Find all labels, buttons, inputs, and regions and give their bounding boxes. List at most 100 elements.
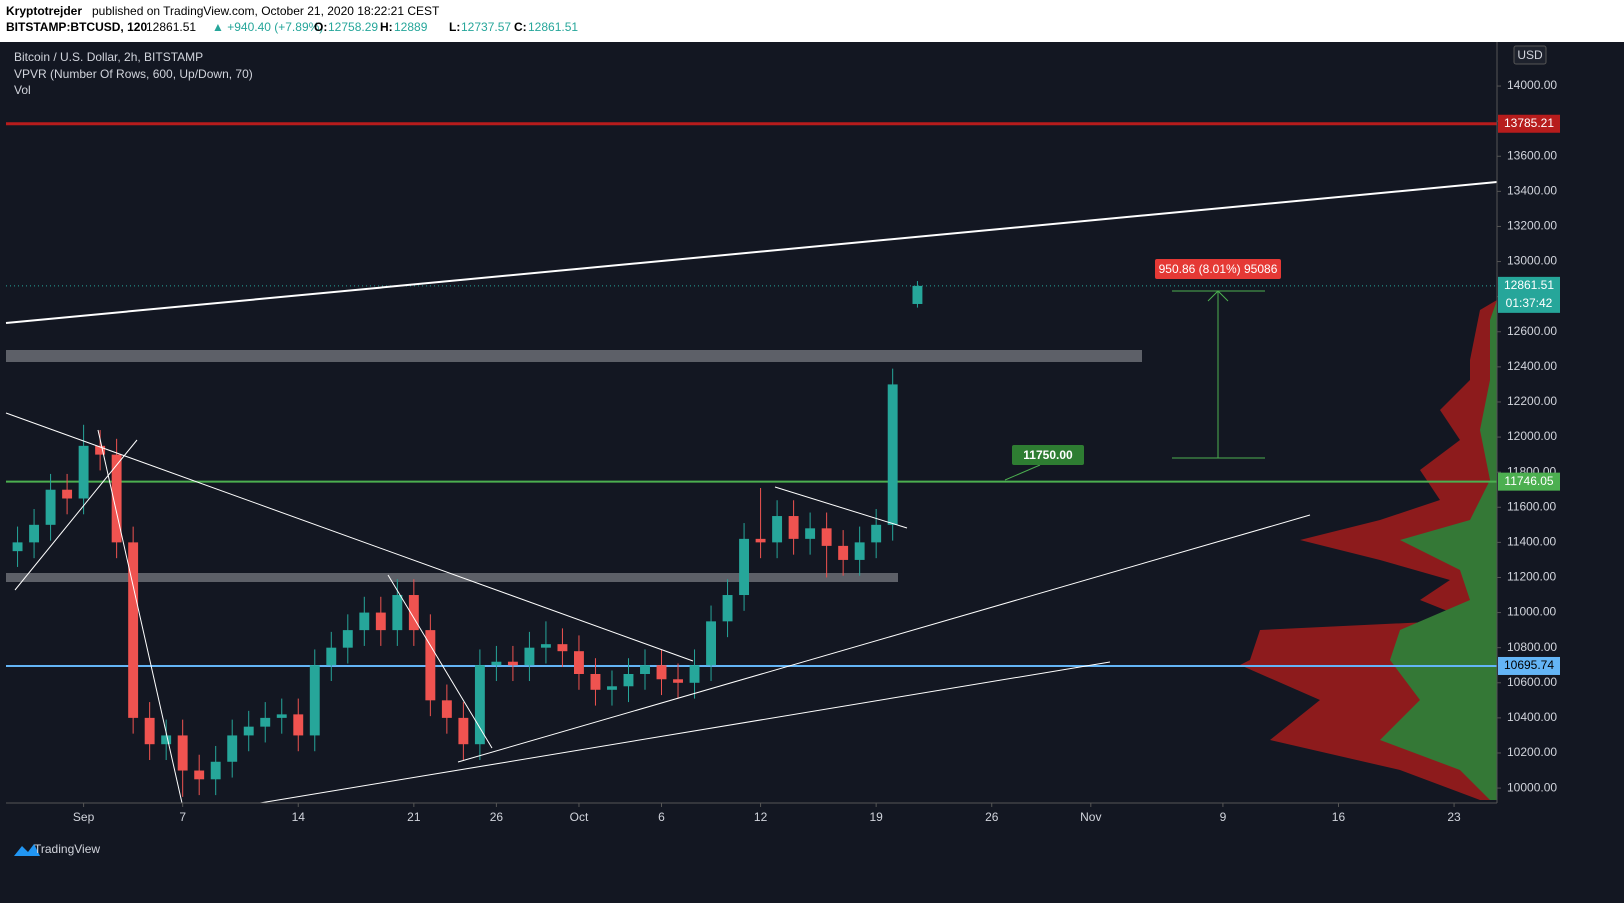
trendline [259, 661, 1111, 804]
symbol: BITSTAMP:BTCUSD, 120 [6, 20, 147, 34]
level-tag-label: 11746.05 [1504, 474, 1553, 488]
label-text: 11750.00 [1023, 448, 1073, 462]
candle-body [95, 445, 106, 455]
legend-title: Bitcoin / U.S. Dollar, 2h, BITSTAMP [14, 50, 203, 64]
y-tick-label: 12200.00 [1507, 394, 1557, 408]
candle-body [507, 661, 518, 666]
header-bg [0, 0, 1624, 42]
y-tick-label: 10800.00 [1507, 640, 1557, 654]
last-price: 12861.51 [146, 20, 196, 34]
candle-body [755, 538, 766, 543]
trendline [14, 439, 138, 591]
candle-body [392, 595, 403, 631]
candle-body [640, 665, 650, 675]
candle-body [243, 726, 254, 736]
y-tick-label: 12000.00 [1507, 429, 1557, 443]
candle-body [62, 489, 73, 499]
y-tick-label: 13600.00 [1507, 148, 1557, 162]
currency-badge[interactable] [1513, 45, 1547, 65]
candle-body [326, 647, 337, 666]
y-tick-label: 10400.00 [1507, 710, 1557, 724]
legend-vpvr: VPVR (Number Of Rows, 600, Up/Down, 70) [14, 67, 253, 81]
candle-body [293, 714, 304, 736]
x-tick-label: 14 [292, 810, 306, 824]
candle-body [706, 621, 716, 666]
candle-body [912, 285, 923, 304]
trendline [387, 574, 493, 749]
candle-body [128, 542, 139, 718]
measure-arrow [1004, 290, 1265, 481]
change: ▲ +940.40 (+7.89%) [212, 20, 323, 34]
c-value: 12861.51 [528, 20, 578, 34]
volume-profile [1240, 300, 1497, 800]
trendline [5, 412, 694, 662]
candle-body [458, 717, 469, 745]
currency: USD [1517, 48, 1543, 62]
candle-body [854, 542, 865, 560]
candle-body [29, 524, 40, 543]
candle-body [821, 528, 832, 546]
candle-body [656, 665, 667, 680]
candle-body [375, 612, 386, 631]
y-tick-label: 10200.00 [1507, 745, 1557, 759]
candle-body [260, 717, 271, 727]
x-tick-label: 7 [179, 810, 186, 824]
y-tick-label: 13200.00 [1507, 219, 1557, 233]
x-tick-label: 12 [754, 810, 768, 824]
candles [12, 281, 923, 797]
candle-body [474, 665, 485, 745]
h-label: H: [380, 20, 393, 34]
last-price-tag [1498, 276, 1560, 313]
candle-body [12, 542, 23, 552]
y-tick-label: 10600.00 [1507, 675, 1557, 689]
x-tick-label: 26 [985, 810, 999, 824]
candle-body [309, 665, 320, 736]
trendline [774, 486, 908, 529]
y-tick-label: 13400.00 [1507, 184, 1557, 198]
candle-body [194, 770, 205, 780]
measure-head [1207, 290, 1229, 302]
measure-box [1155, 259, 1281, 279]
candle-body [838, 545, 849, 560]
candle-body [607, 686, 617, 690]
x-tick-label: 9 [1220, 810, 1227, 824]
candle-body [739, 538, 750, 596]
x-tick-label: Oct [570, 810, 589, 824]
trendline [97, 429, 183, 804]
candle-body [540, 644, 551, 648]
legend-vol: Vol [14, 83, 31, 97]
y-tick-label: 11200.00 [1507, 570, 1556, 584]
candle-body [491, 661, 502, 666]
y-tick-label: 12400.00 [1507, 359, 1557, 373]
l-label: L: [449, 20, 460, 34]
x-tick-label: 26 [490, 810, 504, 824]
logo [14, 844, 40, 856]
y-tick-label: 12600.00 [1507, 324, 1557, 338]
level-tag-label: 10695.74 [1504, 658, 1554, 672]
candle-body [722, 595, 733, 622]
candle-body [210, 761, 221, 780]
l-value: 12737.57 [461, 20, 511, 34]
vpvr-buy [1380, 300, 1497, 800]
label-box [1012, 445, 1084, 465]
trendlines [5, 181, 1498, 804]
candle-body [524, 647, 535, 666]
x-tick-label: 19 [869, 810, 883, 824]
candle-body [161, 735, 172, 745]
candle-body [227, 735, 238, 762]
y-tick-label: 11000.00 [1507, 605, 1556, 619]
x-tick-label: 21 [407, 810, 421, 824]
price-tags: 13785.21 11746.05 10695.74 12861.51 01:37:42 [1498, 114, 1560, 675]
candle-body [788, 516, 799, 539]
y-tick-label: 14000.00 [1507, 78, 1557, 92]
candle-body [689, 665, 700, 683]
callout-line [1004, 464, 1041, 481]
candle-body [673, 679, 683, 683]
plot-area [6, 42, 1497, 803]
level-tag [1498, 656, 1560, 675]
published: published on TradingView.com, October 21… [92, 4, 440, 18]
candle-body [359, 612, 370, 631]
candle-body [772, 516, 783, 543]
zone [6, 573, 898, 582]
